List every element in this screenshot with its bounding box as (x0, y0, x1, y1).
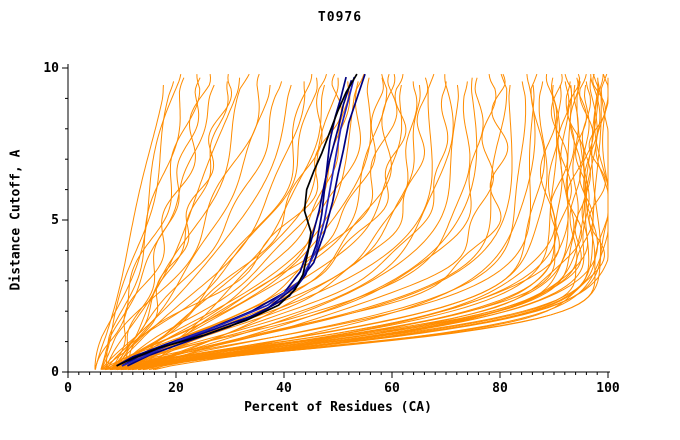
x-axis-label: Percent of Residues (CA) (244, 400, 432, 415)
svg-text:60: 60 (384, 381, 400, 396)
svg-text:0: 0 (51, 365, 59, 380)
plot-title: T0976 (317, 10, 363, 25)
svg-text:10: 10 (43, 61, 59, 76)
svg-text:5: 5 (51, 213, 59, 228)
svg-text:100: 100 (596, 381, 620, 396)
svg-text:80: 80 (492, 381, 508, 396)
svg-text:40: 40 (276, 381, 292, 396)
svg-text:20: 20 (168, 381, 184, 396)
svg-text:0: 0 (64, 381, 72, 396)
